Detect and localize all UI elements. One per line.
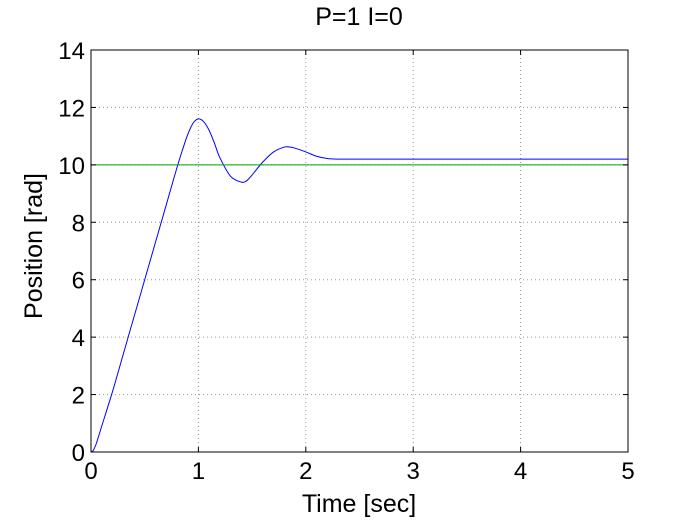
y-tick-label: 12 [58,95,85,122]
y-axis-label: Position [rad] [20,173,48,319]
y-tick-label: 2 [72,383,85,410]
y-tick-label: 0 [72,440,85,467]
y-tick-label: 6 [72,268,85,295]
series-group [90,118,628,453]
y-tick-label: 10 [58,153,85,180]
x-axis-label: Time [sec] [302,490,416,518]
x-tick-label: 3 [407,458,420,485]
x-tick-label: 0 [84,458,97,485]
x-tick-label: 5 [621,458,634,485]
x-tick-label: 2 [299,458,312,485]
response-series-line [90,118,628,453]
y-tick-label: 14 [58,38,85,65]
grid-lines [91,50,628,452]
x-tick-label: 1 [192,458,205,485]
chart-title: P=1 I=0 [315,3,403,31]
y-tick-label: 8 [72,210,85,237]
y-tick-label: 4 [72,325,85,352]
x-tick-label: 4 [514,458,527,485]
plot-frame [90,49,629,453]
